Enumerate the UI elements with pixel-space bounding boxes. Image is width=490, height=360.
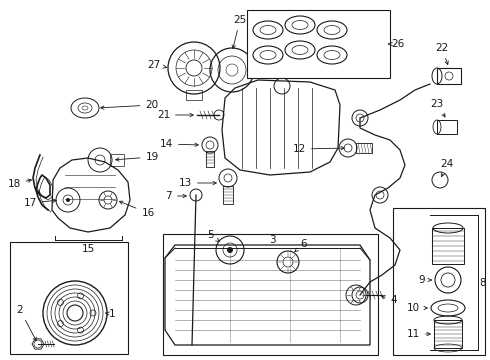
Circle shape (227, 247, 233, 253)
Bar (356, 143, 372, 153)
Text: 13: 13 (179, 178, 216, 188)
Text: 9: 9 (418, 275, 431, 285)
Text: 21: 21 (157, 110, 193, 120)
Text: 23: 23 (430, 99, 445, 117)
Text: 25: 25 (232, 15, 246, 48)
Bar (434, 320, 462, 348)
Text: 3: 3 (269, 235, 275, 245)
Bar (437, 68, 461, 84)
Text: 15: 15 (81, 244, 95, 254)
Bar (250, 62, 266, 78)
Text: 8: 8 (480, 278, 486, 288)
Bar (163, 234, 378, 355)
Bar (186, 90, 202, 100)
Bar (10, 242, 128, 354)
Bar (206, 151, 214, 167)
Text: 4: 4 (382, 295, 397, 305)
Text: 2: 2 (17, 305, 36, 341)
Text: 19: 19 (116, 152, 159, 162)
Bar (437, 120, 457, 134)
Text: 17: 17 (24, 198, 56, 208)
Text: 16: 16 (120, 201, 155, 218)
Text: 22: 22 (436, 43, 449, 64)
Text: 10: 10 (407, 303, 427, 313)
Text: 27: 27 (147, 60, 167, 70)
Text: 12: 12 (293, 144, 344, 154)
Text: 1: 1 (106, 309, 115, 319)
Circle shape (66, 198, 70, 202)
Bar (223, 186, 233, 204)
Bar (110, 154, 124, 166)
Text: 24: 24 (441, 159, 454, 177)
Text: 11: 11 (407, 329, 430, 339)
Text: 14: 14 (160, 139, 198, 149)
Text: 18: 18 (7, 179, 31, 189)
Bar (247, 10, 390, 78)
Text: 26: 26 (389, 39, 405, 49)
Text: 7: 7 (166, 191, 186, 201)
Text: 5: 5 (207, 230, 219, 242)
Text: 6: 6 (295, 239, 307, 252)
Bar (432, 228, 464, 264)
Text: 20: 20 (101, 100, 159, 110)
Bar (393, 208, 485, 355)
